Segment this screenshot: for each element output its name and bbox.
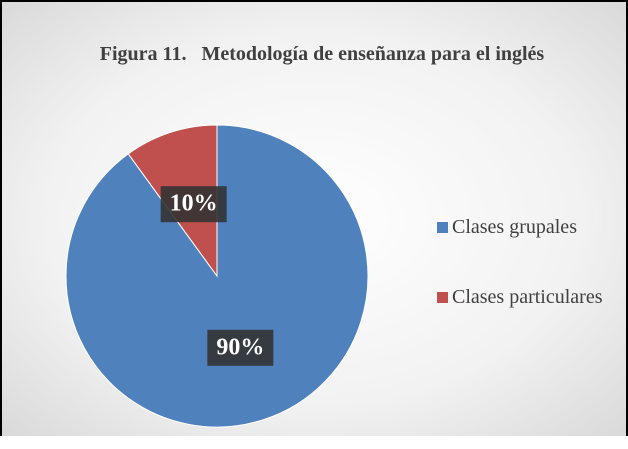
- data-label-box: [207, 329, 274, 366]
- data-label-text: 10%: [170, 191, 218, 217]
- legend-label: Clases particulares: [452, 286, 603, 308]
- legend-entry: Clases grupales: [437, 214, 617, 240]
- legend-entry: Clases particulares: [437, 284, 617, 310]
- chart-title: Figura 11. Metodología de enseñanza para…: [99, 43, 545, 65]
- legend-swatch: [437, 222, 448, 233]
- legend-swatch: [437, 292, 448, 303]
- data-label-text: 90%: [216, 334, 264, 360]
- data-label-box: [160, 186, 227, 223]
- legend-label: Clases grupales: [452, 216, 577, 238]
- data-label: 10%: [160, 186, 227, 223]
- data-label: 90%: [207, 329, 274, 366]
- legend: Clases grupales Clases particulares: [437, 214, 617, 354]
